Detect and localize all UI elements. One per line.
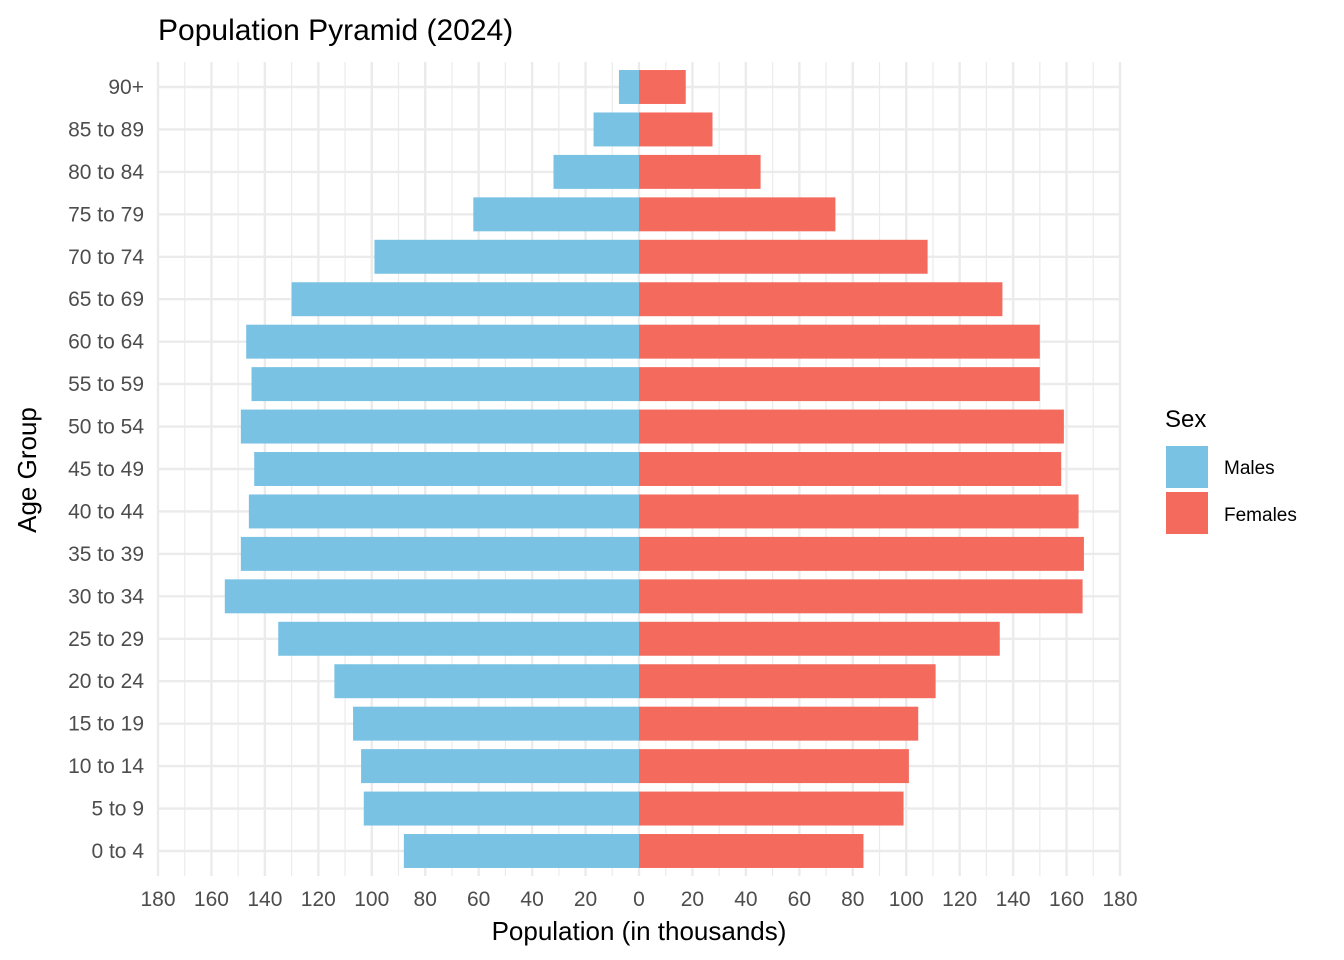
bar-males-20-to-24: [334, 664, 639, 699]
chart-title: Population Pyramid (2024): [158, 14, 513, 47]
y-tick-label: 70 to 74: [68, 246, 144, 269]
bar-females-30-to-34: [639, 579, 1083, 614]
bar-females-35-to-39: [639, 536, 1084, 571]
y-tick-label: 85 to 89: [68, 118, 144, 141]
y-tick-label: 80 to 84: [68, 161, 144, 184]
x-tick-label: 140: [247, 888, 282, 911]
bar-females-65-to-69: [639, 282, 1003, 317]
bar-females-70-to-74: [639, 239, 928, 274]
bar-males-55-to-59: [251, 367, 639, 402]
legend-swatch-females: [1166, 492, 1208, 534]
x-tick-label: 0: [633, 888, 645, 911]
bar-males-5-to-9: [363, 791, 639, 826]
x-tick-label: 40: [520, 888, 543, 911]
bar-females-15-to-19: [639, 706, 919, 741]
bar-males-15-to-19: [353, 706, 639, 741]
x-tick-label: 80: [841, 888, 864, 911]
x-tick-label: 120: [301, 888, 336, 911]
x-tick-label: 20: [681, 888, 704, 911]
x-tick-label: 140: [996, 888, 1031, 911]
bar-males-0-to-4: [403, 834, 639, 868]
x-tick-label: 160: [1049, 888, 1084, 911]
x-tick-label: 100: [354, 888, 389, 911]
bar-females-45-to-49: [639, 452, 1062, 486]
y-tick-label: 30 to 34: [68, 585, 144, 608]
bar-males-25-to-29: [278, 621, 639, 656]
y-axis-tick-labels: 0 to 4 5 to 9 10 to 14 15 to 19 20 to 24 25 t…: [68, 76, 144, 863]
legend-label-males: Males: [1224, 458, 1275, 479]
y-tick-label: 60 to 64: [68, 331, 144, 354]
bar-males-70-to-74: [374, 239, 639, 274]
bar-females-50-to-54: [639, 409, 1064, 444]
x-tick-label: 120: [942, 888, 977, 911]
bar-males-45-to-49: [254, 452, 639, 486]
y-tick-label: 5 to 9: [91, 798, 144, 821]
y-tick-label: 90+: [108, 76, 144, 99]
bar-males-30-to-34: [224, 579, 640, 614]
x-tick-label: 180: [1102, 888, 1137, 911]
bar-males-35-to-39: [240, 536, 640, 571]
x-tick-label: 160: [194, 888, 229, 911]
y-tick-label: 75 to 79: [68, 203, 144, 226]
legend-swatch-males: [1166, 446, 1208, 488]
y-tick-label: 0 to 4: [91, 840, 144, 863]
bar-females-55-to-59: [639, 367, 1040, 402]
x-axis-tick-labels: 180 160 140 120 100 80 60 40 20 0 20 40 60 80 100 120 14…: [140, 888, 1137, 911]
bar-females-25-to-29: [639, 621, 1000, 656]
bar-males-80-to-84: [553, 154, 639, 189]
legend: Sex Males Females: [1165, 406, 1297, 534]
bar-females-20-to-24: [639, 664, 936, 699]
x-tick-label: 180: [140, 888, 175, 911]
bar-females-75-to-79: [639, 197, 836, 232]
y-tick-label: 50 to 54: [68, 416, 144, 439]
x-tick-label: 100: [889, 888, 924, 911]
x-tick-label: 60: [467, 888, 490, 911]
bar-males-40-to-44: [248, 494, 639, 529]
y-tick-label: 20 to 24: [68, 670, 144, 693]
y-tick-label: 10 to 14: [68, 755, 144, 778]
bar-males-90plus: [618, 70, 639, 104]
y-tick-label: 25 to 29: [68, 628, 144, 651]
bar-females-40-to-44: [639, 494, 1079, 529]
x-tick-label: 60: [788, 888, 811, 911]
y-tick-label: 45 to 49: [68, 458, 144, 481]
bars-layer: [224, 70, 1084, 868]
y-tick-label: 40 to 44: [68, 500, 144, 523]
y-tick-label: 55 to 59: [68, 373, 144, 396]
bar-males-75-to-79: [473, 197, 639, 232]
bar-females-85-to-89: [639, 112, 713, 147]
bar-females-5-to-9: [639, 791, 904, 826]
x-axis-title: Population (in thousands): [492, 916, 787, 946]
bar-males-60-to-64: [246, 324, 639, 359]
y-tick-label: 35 to 39: [68, 543, 144, 566]
legend-title: Sex: [1165, 406, 1206, 433]
bar-males-65-to-69: [291, 282, 639, 317]
y-axis-title: Age Group: [12, 407, 42, 533]
bar-females-0-to-4: [639, 834, 864, 868]
y-tick-label: 65 to 69: [68, 288, 144, 311]
bar-females-10-to-14: [639, 749, 909, 784]
bar-females-90plus: [639, 70, 686, 104]
x-tick-label: 80: [414, 888, 437, 911]
legend-label-females: Females: [1224, 505, 1297, 526]
bar-males-10-to-14: [361, 749, 639, 784]
bar-females-60-to-64: [639, 324, 1040, 359]
x-tick-label: 20: [574, 888, 597, 911]
x-tick-label: 40: [734, 888, 757, 911]
bar-males-85-to-89: [593, 112, 639, 147]
bar-males-50-to-54: [240, 409, 640, 444]
y-tick-label: 15 to 19: [68, 713, 144, 736]
bar-females-80-to-84: [639, 154, 761, 189]
